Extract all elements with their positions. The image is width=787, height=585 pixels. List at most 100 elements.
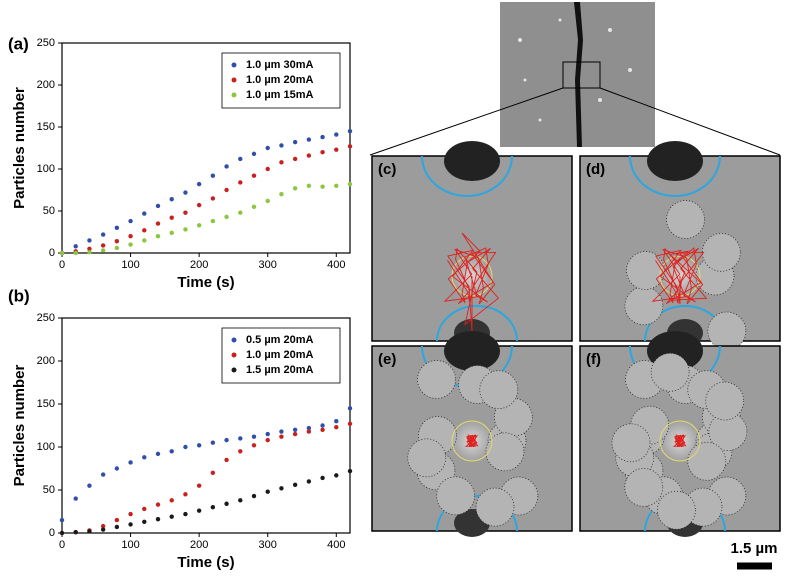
data-point	[210, 196, 216, 201]
neighbor-particle	[436, 476, 476, 516]
data-point	[196, 223, 202, 228]
data-point	[320, 150, 325, 155]
x-tick-label: 0	[59, 539, 65, 551]
data-point	[196, 181, 202, 187]
y-axis-title: Particles number	[11, 364, 28, 486]
x-axis-title: Time (s)	[177, 554, 234, 571]
data-point	[73, 529, 78, 535]
data-point	[59, 250, 65, 256]
data-point	[306, 479, 312, 484]
data-point	[292, 156, 298, 162]
legend-label: 1.0 µm 30mA	[246, 59, 314, 71]
data-point	[87, 483, 92, 488]
y-tick-label: 50	[43, 484, 55, 496]
data-point	[224, 164, 229, 169]
data-point	[320, 475, 325, 481]
data-point	[238, 210, 243, 215]
neighbor-particle	[407, 438, 447, 478]
x-tick-label: 0	[59, 259, 65, 271]
data-point	[210, 440, 216, 445]
x-tick-label: 100	[121, 259, 139, 271]
y-tick-label: 200	[37, 79, 55, 91]
neighbor-particle	[708, 412, 748, 451]
electrode-dark	[647, 141, 703, 181]
panel-label: (e)	[378, 351, 396, 368]
neighbor-particle	[485, 432, 525, 472]
data-point	[265, 166, 270, 172]
micrograph	[579, 155, 781, 342]
data-point	[347, 406, 353, 411]
data-point	[320, 134, 325, 140]
data-point	[128, 234, 133, 239]
data-point	[265, 489, 270, 494]
data-point	[292, 139, 298, 145]
data-point	[334, 473, 339, 478]
data-point	[169, 215, 174, 220]
data-point	[128, 522, 133, 527]
x-tick-label: 400	[327, 539, 345, 551]
data-point	[306, 183, 312, 188]
x-tick-label: 200	[190, 539, 208, 551]
neighbor-particle	[626, 251, 665, 290]
data-point	[292, 431, 298, 437]
y-axis-title: Particles number	[11, 87, 28, 209]
data-point	[210, 505, 216, 510]
data-point	[87, 249, 92, 255]
data-point	[224, 501, 229, 506]
data-point	[183, 210, 188, 215]
data-point	[183, 444, 188, 450]
data-point	[320, 423, 325, 428]
data-point	[279, 143, 284, 148]
data-point	[142, 455, 147, 460]
data-point	[320, 427, 325, 432]
neighbor-particle	[479, 370, 519, 410]
data-point	[114, 466, 120, 471]
data-point	[169, 197, 174, 202]
data-point	[169, 230, 174, 236]
trap-site	[659, 420, 701, 462]
data-point	[334, 183, 339, 188]
data-point	[142, 211, 147, 216]
data-point	[279, 160, 284, 165]
trajectory	[443, 232, 500, 333]
panel-label: (d)	[586, 161, 605, 178]
zoom-box	[562, 61, 601, 89]
data-point	[334, 132, 339, 137]
x-axis-title: Time (s)	[177, 274, 234, 291]
data-point	[265, 437, 270, 443]
data-point	[73, 244, 78, 249]
neighbor-particle	[624, 286, 664, 326]
neighbor-particle	[687, 441, 727, 481]
electrode-dark	[444, 331, 500, 371]
data-point	[279, 486, 284, 491]
data-point	[279, 192, 284, 197]
neighbor-particle	[701, 232, 741, 272]
data-point	[87, 238, 92, 243]
legend-label: 1.5 µm 20mA	[246, 364, 314, 376]
trajectory	[651, 247, 708, 305]
neighbor-particle	[475, 487, 515, 527]
data-point	[128, 511, 133, 517]
data-point	[128, 460, 133, 465]
x-tick-label: 400	[327, 259, 345, 271]
data-point	[347, 468, 353, 474]
data-point	[210, 173, 216, 178]
data-point	[251, 151, 257, 157]
data-point	[183, 492, 188, 497]
data-point	[183, 511, 188, 517]
data-point	[155, 234, 161, 239]
data-point	[155, 502, 161, 507]
y-tick-label: 150	[37, 398, 55, 410]
data-point	[73, 250, 78, 256]
y-tick-label: 100	[37, 441, 55, 453]
data-point	[100, 527, 106, 532]
data-point	[238, 449, 243, 454]
electrode-edge	[421, 155, 513, 197]
zoom-line	[369, 87, 564, 156]
data-point	[87, 529, 92, 534]
electrode-edge	[629, 155, 721, 197]
data-point	[251, 434, 257, 439]
x-tick-label: 100	[121, 539, 139, 551]
zoom-line	[599, 87, 781, 156]
